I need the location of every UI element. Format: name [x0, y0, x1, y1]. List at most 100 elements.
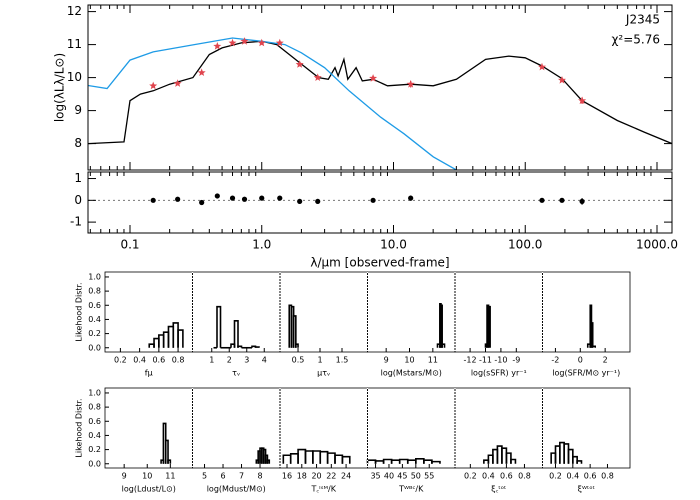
x-tick-label: 1 [317, 356, 322, 365]
model-curve [88, 37, 457, 170]
model-curve [88, 40, 672, 145]
x-tick-label: 0.8 [172, 356, 185, 365]
histogram-bin [590, 322, 594, 348]
residual-point [559, 197, 565, 203]
histogram-bin [576, 460, 583, 464]
photometry-point [295, 60, 304, 68]
chi-square: χ²=5.76 [611, 33, 660, 47]
y-tick-label: 1.0 [88, 272, 101, 281]
residual-point [199, 199, 205, 206]
histogram-bin [167, 459, 172, 464]
x-tick-label: 20 [311, 472, 321, 481]
x-axis-label: Tᵂᴮᶜ/K [398, 485, 424, 494]
y-tick-label: 0.0 [88, 343, 101, 352]
histogram-bin [216, 305, 222, 348]
photometry-point [369, 74, 378, 82]
y-tick-label: 0.2 [88, 445, 101, 454]
x-axis-label: fμ [145, 369, 153, 378]
photometry-point [406, 80, 415, 88]
histogram-bin [254, 346, 260, 348]
x-tick-label: 0.2 [464, 472, 477, 481]
x-tick-label: 0.4 [482, 472, 495, 481]
x-tick-label: 0.6 [152, 356, 165, 365]
x-tick-label: 100.0 [508, 238, 542, 252]
x-axis-label: ξ꜀ᵗᵒᵗ [491, 485, 506, 494]
x-axis-label: log(sSFR) yr⁻¹ [471, 369, 527, 378]
photometry-point [149, 81, 158, 90]
residual-point [315, 198, 321, 205]
x-tick-label: 0.2 [549, 472, 562, 481]
x-tick-label: 9 [122, 472, 127, 481]
y-tick-label: 0.8 [88, 403, 101, 412]
y-tick-label: 0 [74, 193, 82, 207]
x-tick-label: 5 [202, 472, 207, 481]
x-tick-label: 0.4 [133, 356, 146, 365]
object-name: J2345 [625, 13, 660, 27]
y-tick-label: 1 [74, 171, 82, 185]
axes-frame [87, 171, 673, 234]
histogram-bin [431, 460, 441, 464]
residual-point [539, 197, 545, 203]
y-tick-label: 0.6 [88, 417, 101, 426]
x-tick-label: 10 [142, 472, 152, 481]
photometry-point [197, 68, 206, 76]
x-tick-label: 0.4 [566, 472, 579, 481]
residual-point [241, 196, 248, 202]
x-tick-label: 22 [326, 472, 336, 481]
photometry-point [275, 38, 284, 47]
y-tick-label: 12 [67, 4, 82, 18]
x-tick-label: 10 [404, 356, 414, 365]
x-tick-label: 45 [397, 472, 407, 481]
histogram-bin [440, 304, 443, 348]
y-tick-label: 1.0 [88, 388, 101, 397]
x-tick-label: 6 [220, 472, 225, 481]
y-tick-label: 0.4 [88, 315, 101, 324]
x-tick-label: 40 [384, 472, 394, 481]
y-tick-label: 0.6 [88, 301, 101, 310]
y-axis-label: Likehood Distr. [75, 398, 84, 457]
x-tick-label: 11 [165, 472, 175, 481]
axes-frame [87, 4, 673, 171]
residual-point [150, 197, 156, 203]
x-tick-label: -10 [494, 356, 507, 365]
residual-point [408, 195, 414, 201]
x-axis-label: λ/μm [observed-frame] [310, 256, 449, 270]
x-tick-label: 4 [262, 356, 267, 365]
residual-point [175, 196, 181, 202]
y-axis-label: log(λLλ/L⊙) [53, 53, 67, 122]
residual-point [579, 198, 585, 205]
y-tick-label: 11 [67, 37, 82, 51]
x-tick-label: 1000.0 [636, 238, 678, 252]
photometry-point [538, 62, 546, 71]
histogram-bin [341, 455, 351, 464]
photometry-point [228, 38, 237, 47]
photometry-point [578, 96, 587, 105]
photometry-point [240, 37, 249, 45]
x-axis-label: log(Mstars/M⊙) [381, 369, 442, 378]
y-tick-label: 0.8 [88, 287, 101, 296]
photometry-point [313, 73, 322, 81]
histogram-bin [505, 452, 512, 464]
y-tick-label: 0.4 [88, 431, 101, 440]
x-tick-label: -11 [479, 356, 492, 365]
histogram-bin [233, 320, 239, 348]
y-tick-label: 8 [74, 136, 82, 150]
x-tick-label: 3 [244, 356, 249, 365]
x-tick-label: 11 [428, 356, 438, 365]
histogram-bin [441, 343, 446, 348]
x-tick-label: 24 [341, 472, 351, 481]
histogram-bin [292, 315, 297, 348]
photometry-point [213, 42, 222, 50]
x-tick-label: 0.2 [114, 356, 127, 365]
x-tick-label: 7 [239, 472, 244, 481]
x-axis-label: τᵥ [232, 369, 240, 378]
x-tick-label: -2 [551, 356, 559, 365]
x-tick-label: 0.6 [500, 472, 513, 481]
x-tick-label: 50 [411, 472, 421, 481]
residual-point [259, 195, 265, 201]
histogram-bin [266, 459, 271, 464]
x-tick-label: 2 [227, 356, 232, 365]
residual-point [370, 197, 376, 203]
y-tick-label: 10 [67, 70, 82, 84]
